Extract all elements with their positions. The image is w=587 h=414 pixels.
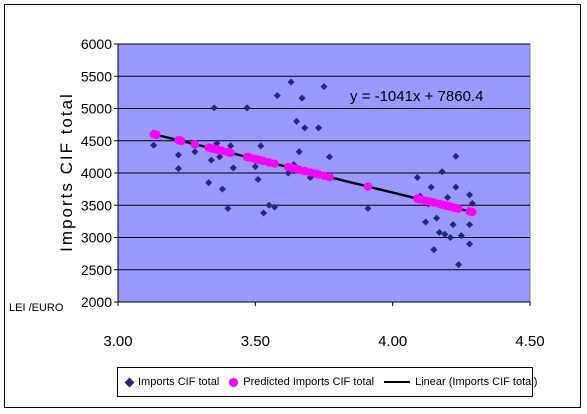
actual-point xyxy=(452,183,460,191)
x-axis-title: LEI /EURO xyxy=(9,302,64,314)
actual-point xyxy=(224,204,232,212)
diamond-marker-icon xyxy=(124,377,135,387)
actual-point xyxy=(265,201,273,209)
legend-label-trend: Linear (Imports CIF total) xyxy=(415,376,538,388)
predicted-point xyxy=(152,130,161,140)
actual-point xyxy=(273,92,281,100)
y-tick-label: 5000 xyxy=(81,101,112,117)
y-tick-label: 3000 xyxy=(81,230,112,246)
actual-points xyxy=(150,78,476,269)
actual-point xyxy=(433,214,441,222)
y-tick-label: 6000 xyxy=(81,36,112,52)
actual-point xyxy=(174,151,182,159)
predicted-point xyxy=(176,136,186,146)
x-tick-label: 4.00 xyxy=(378,333,407,350)
circle-marker-icon xyxy=(229,377,239,387)
predicted-point xyxy=(363,182,373,191)
actual-point xyxy=(438,168,446,176)
actual-point xyxy=(315,124,323,132)
actual-point xyxy=(257,142,265,150)
actual-point xyxy=(435,228,443,236)
actual-point xyxy=(413,174,421,182)
actual-point xyxy=(207,156,215,164)
actual-point xyxy=(191,148,199,156)
legend-label-actual: Imports CIF total xyxy=(138,376,220,388)
predicted-point xyxy=(190,140,200,149)
actual-point xyxy=(468,199,476,207)
actual-point xyxy=(364,204,372,212)
actual-point xyxy=(452,152,460,160)
actual-point xyxy=(216,153,224,161)
predicted-point xyxy=(325,172,334,182)
actual-point xyxy=(298,94,306,102)
actual-point xyxy=(301,124,309,132)
actual-point xyxy=(444,194,452,202)
actual-point xyxy=(441,230,449,238)
actual-point xyxy=(449,221,457,229)
predicted-point xyxy=(270,159,279,168)
actual-point xyxy=(422,218,430,226)
actual-point xyxy=(251,163,259,171)
x-tick-labels: 3.00 3.50 4.00 4.50 xyxy=(103,333,544,350)
predicted-point xyxy=(454,204,463,213)
line-marker-icon xyxy=(384,381,411,383)
predicted-points xyxy=(149,129,477,217)
y-tick-label: 3500 xyxy=(81,197,112,213)
actual-point xyxy=(210,104,218,112)
legend-item-trend: Linear (Imports CIF total) xyxy=(384,376,537,388)
legend: Imports CIF total Predicted Imports CIF … xyxy=(117,367,537,397)
y-tick-label: 4000 xyxy=(81,165,112,181)
x-tick-label: 3.00 xyxy=(103,333,132,350)
y-tick-labels: 2000 2500 3000 3500 4000 4500 5000 5500 6000 xyxy=(81,36,112,310)
actual-point xyxy=(271,203,279,211)
legend-item-predicted: Predicted Imports CIF total xyxy=(229,376,374,388)
y-tick-label: 2000 xyxy=(81,294,112,310)
y-tick-label: 4500 xyxy=(81,133,112,149)
y-tick-label: 5500 xyxy=(81,68,112,84)
legend-label-predicted: Predicted Imports CIF total xyxy=(243,376,375,388)
actual-point xyxy=(205,179,213,187)
actual-point xyxy=(150,141,158,149)
actual-point xyxy=(254,175,262,183)
actual-point xyxy=(174,164,182,172)
regression-equation: y = -1041x + 7860.4 xyxy=(350,88,483,105)
actual-point xyxy=(320,83,328,91)
actual-point xyxy=(260,209,268,217)
actual-point xyxy=(430,246,438,254)
actual-point xyxy=(293,117,301,125)
actual-point xyxy=(227,142,235,150)
actual-point xyxy=(427,183,435,191)
predicted-point xyxy=(226,148,235,158)
y-tick-label: 2500 xyxy=(81,262,112,278)
actual-point xyxy=(466,221,474,229)
x-tick-label: 3.50 xyxy=(241,333,270,350)
actual-point xyxy=(455,261,463,269)
predicted-point xyxy=(468,207,477,217)
actual-point xyxy=(229,164,237,172)
actual-point xyxy=(287,78,295,86)
legend-item-actual: Imports CIF total xyxy=(124,376,220,388)
x-tick-label: 4.50 xyxy=(515,333,544,350)
y-axis-title: Imports CIF total xyxy=(57,92,76,252)
actual-point xyxy=(295,148,303,156)
actual-point xyxy=(446,234,454,241)
actual-point xyxy=(243,104,251,112)
actual-point xyxy=(466,240,474,248)
actual-point xyxy=(218,185,226,193)
actual-point xyxy=(457,232,465,240)
actual-point xyxy=(325,153,333,161)
actual-point xyxy=(466,191,474,199)
